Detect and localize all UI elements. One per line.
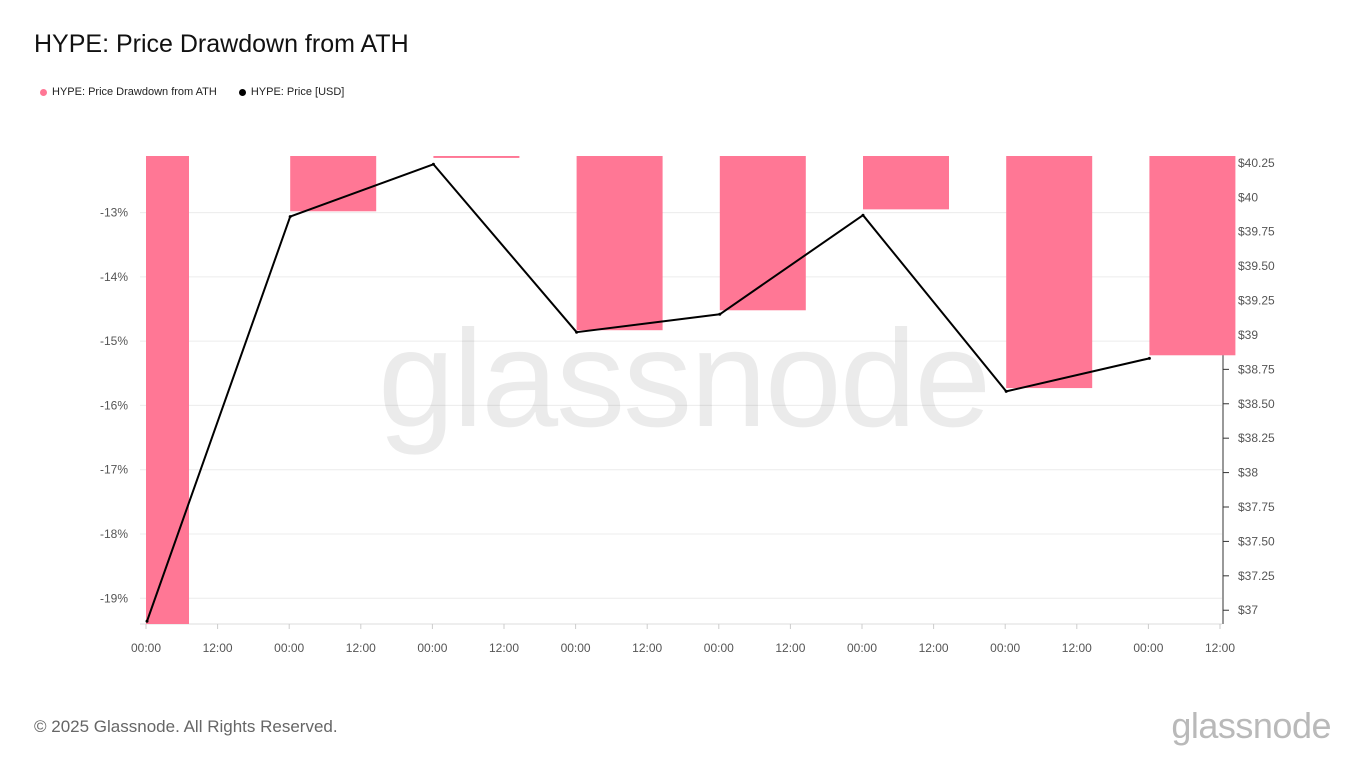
drawdown-bar [146,156,189,624]
x-axis-tick-label: 00:00 [274,641,304,655]
price-point [1004,389,1008,393]
right-axis-tick-label: $38.75 [1238,362,1275,376]
left-axis-tick-label: -17% [100,463,128,477]
x-axis-tick-label: 00:00 [1133,641,1163,655]
left-axis-tick-label: -16% [100,398,128,412]
x-axis-tick-label: 12:00 [346,641,376,655]
right-axis-tick-label: $39.50 [1238,259,1275,273]
x-axis-tick-label: 12:00 [1205,641,1235,655]
right-axis-tick-label: $37.75 [1238,500,1275,514]
left-axis-tick-label: -19% [100,591,128,605]
right-axis-tick-label: $38.25 [1238,431,1275,445]
right-axis-tick-label: $38.50 [1238,397,1275,411]
x-axis-tick-label: 00:00 [847,641,877,655]
drawdown-bar [433,156,520,158]
right-axis-tick-label: $37 [1238,603,1258,617]
x-axis-tick-label: 12:00 [203,641,233,655]
legend-label-price: HYPE: Price [USD] [250,86,345,98]
right-axis-tick-label: $37.50 [1238,534,1275,548]
right-axis-tick-label: $40 [1238,190,1258,204]
left-axis-tick-label: -14% [100,270,128,284]
legend: HYPE: Price Drawdown from ATH HYPE: Pric… [40,86,366,98]
legend-swatch-price [238,88,246,96]
x-axis-tick-label: 12:00 [775,641,805,655]
price-point [431,162,435,166]
x-axis-tick-label: 12:00 [919,641,949,655]
price-point [145,619,149,623]
legend-label-drawdown: HYPE: Price Drawdown from ATH [52,86,217,98]
price-point [288,215,292,219]
right-axis-tick-label: $39.25 [1238,294,1275,308]
right-axis-tick-label: $39.75 [1238,225,1275,239]
chart-title: HYPE: Price Drawdown from ATH [34,30,409,58]
x-axis-tick-label: 00:00 [561,641,591,655]
right-axis-tick-label: $37.25 [1238,569,1275,583]
drawdown-bar [576,156,663,331]
legend-item-drawdown[interactable]: HYPE: Price Drawdown from ATH [40,86,217,98]
x-axis-tick-label: 00:00 [131,641,161,655]
price-point [575,330,579,334]
x-axis-tick-label: 00:00 [704,641,734,655]
drawdown-bar [719,156,806,311]
drawdown-bar [1149,156,1236,356]
x-axis-tick-label: 00:00 [990,641,1020,655]
price-point [1147,356,1151,360]
x-axis-tick-label: 12:00 [632,641,662,655]
price-line [146,163,1150,622]
x-axis-tick-label: 12:00 [489,641,519,655]
price-point [718,312,722,316]
right-axis-tick-label: $39 [1238,328,1258,342]
x-axis-tick-label: 00:00 [417,641,447,655]
legend-item-price[interactable]: HYPE: Price [USD] [238,86,345,98]
price-point [861,213,865,217]
x-axis-tick-label: 12:00 [1062,641,1092,655]
footer-logo: glassnode [1171,705,1331,746]
left-axis-tick-label: -18% [100,527,128,541]
left-axis-tick-label: -15% [100,334,128,348]
right-axis-tick-label: $38 [1238,466,1258,480]
drawdown-bar [1006,156,1093,389]
legend-swatch-drawdown [40,88,47,96]
footer-copyright: © 2025 Glassnode. All Rights Reserved. [34,717,338,736]
drawdown-bar [290,156,377,212]
left-axis-tick-label: -13% [100,206,128,220]
right-axis-tick-label: $40.25 [1238,156,1275,170]
drawdown-bar [863,156,949,210]
